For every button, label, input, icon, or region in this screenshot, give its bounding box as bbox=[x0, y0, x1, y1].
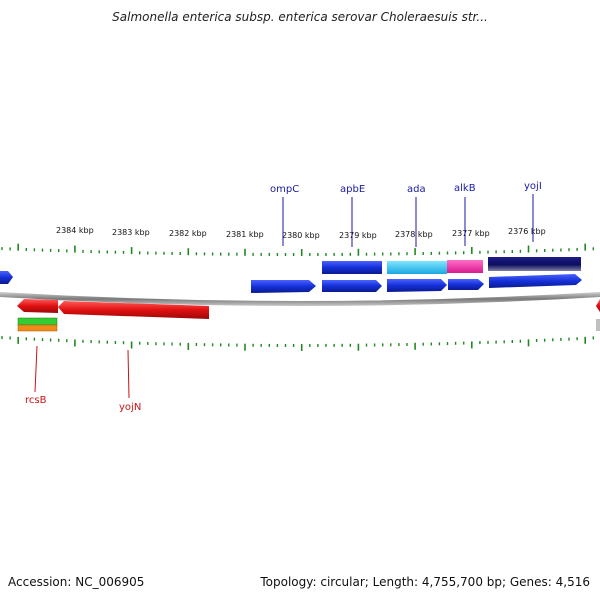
feature-bar-rcsB-orange[interactable] bbox=[17, 324, 58, 332]
kbp-label-2377: 2377 kbp bbox=[452, 229, 490, 238]
map-title: Salmonella enterica subsp. enterica sero… bbox=[112, 10, 488, 24]
bottom-label-leaders bbox=[34, 345, 130, 399]
gene-arrow-ada[interactable] bbox=[387, 279, 447, 292]
feature-bar-ada[interactable] bbox=[387, 261, 447, 274]
feature-stub-right-edge bbox=[596, 319, 600, 331]
feature-bar-apbE[interactable] bbox=[322, 261, 382, 274]
kbp-label-2381: 2381 kbp bbox=[226, 230, 264, 239]
topology-info: Topology: circular; Length: 4,755,700 bp… bbox=[260, 575, 590, 589]
inner-tick-band bbox=[1, 336, 594, 351]
kbp-label-2378: 2378 kbp bbox=[395, 230, 433, 239]
gene-label-rcsB[interactable]: rcsB bbox=[25, 395, 47, 406]
feature-bar-alkB[interactable] bbox=[447, 260, 483, 273]
kbp-label-2383: 2383 kbp bbox=[112, 228, 150, 237]
gene-label-alkB[interactable]: alkB bbox=[454, 183, 476, 194]
gene-arrow-yojN[interactable] bbox=[58, 301, 209, 319]
outer-tick-band bbox=[1, 243, 594, 256]
gene-arrow-apbE[interactable] bbox=[322, 280, 382, 292]
kbp-label-2382: 2382 kbp bbox=[169, 229, 207, 238]
gene-arrow-yojI[interactable] bbox=[489, 274, 582, 288]
feature-bar-yojI[interactable] bbox=[488, 257, 581, 271]
kbp-label-2380: 2380 kbp bbox=[282, 231, 320, 240]
kbp-label-2376: 2376 kbp bbox=[508, 227, 546, 236]
gene-label-yojN[interactable]: yojN bbox=[119, 402, 141, 413]
genome-backbone bbox=[0, 292, 600, 306]
kbp-label-2384: 2384 kbp bbox=[56, 226, 94, 235]
gene-label-ompC[interactable]: ompC bbox=[270, 184, 299, 195]
gene-arrow-rcsB[interactable] bbox=[17, 299, 58, 313]
gene-arrow-alkB[interactable] bbox=[448, 279, 484, 290]
gene-arrow-right-edge[interactable] bbox=[596, 299, 600, 312]
gene-label-yojI[interactable]: yojI bbox=[524, 181, 542, 192]
gene-label-ada[interactable]: ada bbox=[407, 184, 426, 195]
accession-info: Accession: NC_006905 bbox=[8, 575, 145, 589]
gene-label-apbE[interactable]: apbE bbox=[340, 184, 365, 195]
gene-arrow-left-edge[interactable] bbox=[0, 271, 13, 284]
feature-bar-rcsB-green[interactable] bbox=[17, 317, 58, 326]
gene-arrow-ompC[interactable] bbox=[251, 280, 316, 293]
top-label-leaders bbox=[282, 194, 534, 247]
kbp-label-2379: 2379 kbp bbox=[339, 231, 377, 240]
